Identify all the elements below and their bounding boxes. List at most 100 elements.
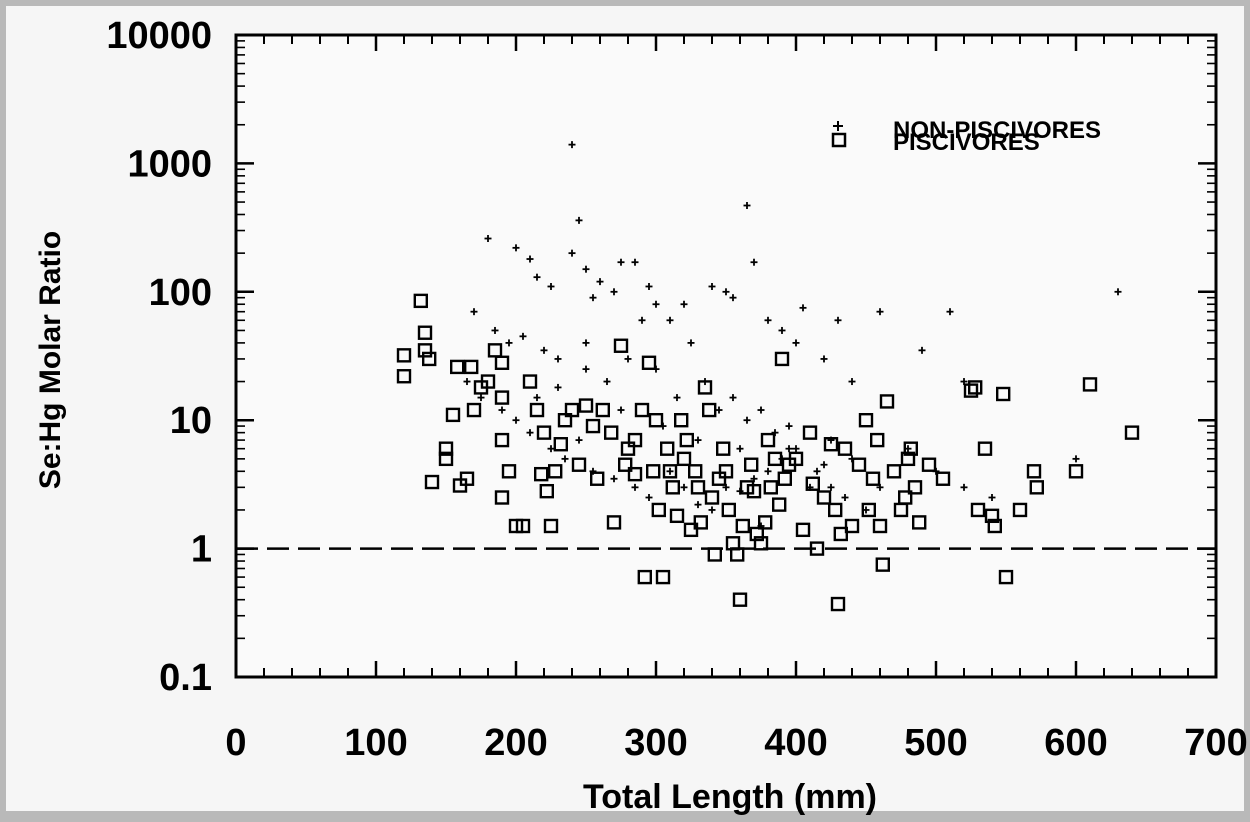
point-non-piscivore [680, 300, 688, 308]
y-axis-label: Se:Hg Molar Ratio [34, 231, 67, 489]
point-piscivore [595, 402, 610, 418]
x-tick-label: 100 [344, 722, 407, 764]
point-piscivore [585, 418, 601, 434]
point-piscivore [830, 596, 846, 612]
point-piscivore [809, 541, 825, 556]
point-piscivore [679, 432, 694, 448]
point-non-piscivore [764, 316, 772, 324]
point-non-piscivore [729, 394, 737, 402]
point-non-piscivore [960, 483, 968, 491]
point-piscivore [627, 432, 643, 448]
point-piscivore [987, 518, 1002, 534]
point-piscivore [494, 390, 510, 405]
point-non-piscivore [841, 494, 849, 502]
point-piscivore [837, 441, 853, 456]
point-piscivore [494, 490, 510, 505]
point-non-piscivore [792, 339, 800, 347]
point-non-piscivore [988, 494, 996, 502]
point-piscivore [536, 425, 552, 440]
point-piscivore [480, 374, 496, 389]
point-piscivore [970, 502, 986, 518]
point-piscivore [998, 569, 1014, 585]
point-piscivore [494, 355, 510, 370]
point-non-piscivore [708, 506, 716, 514]
point-non-piscivore [512, 244, 520, 252]
point-piscivore [772, 497, 787, 512]
point-piscivore [872, 518, 888, 534]
point-piscivore [851, 457, 867, 472]
point-non-piscivore [946, 308, 954, 316]
point-piscivore [805, 476, 820, 491]
point-non-piscivore [561, 455, 569, 463]
x-tick-label: 700 [1184, 722, 1247, 764]
point-piscivore [730, 547, 745, 562]
point-piscivore [912, 515, 927, 530]
point-piscivore [744, 457, 759, 472]
point-piscivore [548, 464, 563, 479]
point-piscivore [534, 466, 549, 482]
point-non-piscivore [533, 394, 541, 402]
point-piscivore [655, 569, 671, 585]
point-piscivore [669, 508, 685, 524]
series-non-piscivores [463, 141, 1122, 530]
point-piscivore [438, 451, 454, 467]
point-piscivore [704, 490, 720, 505]
point-piscivore [641, 355, 657, 370]
point-piscivore [802, 425, 818, 440]
point-piscivore [1029, 480, 1045, 495]
point-piscivore [1012, 502, 1028, 518]
point-piscivore [466, 402, 482, 418]
point-non-piscivore [876, 308, 884, 316]
point-piscivore [648, 413, 664, 428]
point-piscivore [1026, 464, 1042, 479]
point-non-piscivore [778, 326, 786, 334]
point-non-piscivore [610, 288, 618, 296]
point-non-piscivore [631, 483, 639, 491]
point-piscivore [735, 518, 750, 534]
point-non-piscivore [617, 258, 625, 266]
y-tick-labels: 0.1 1 10 100 1000 10000 [106, 15, 212, 699]
point-piscivore [935, 471, 951, 486]
point-piscivore [921, 457, 937, 472]
point-non-piscivore [512, 416, 520, 424]
point-non-piscivore [582, 265, 590, 273]
point-piscivore [571, 457, 587, 472]
point-non-piscivore [666, 316, 674, 324]
point-piscivore [662, 464, 678, 479]
point-piscivore [450, 359, 465, 375]
point-non-piscivore [792, 445, 800, 453]
point-piscivore [529, 402, 545, 418]
point-piscivore [753, 536, 769, 551]
point-piscivore [870, 432, 885, 448]
point-non-piscivore [694, 436, 702, 444]
x-tick-labels: 0 100 200 300 400 500 600 700 [225, 722, 1247, 764]
point-piscivore [721, 502, 736, 518]
point-piscivore [746, 483, 762, 499]
point-non-piscivore [694, 501, 702, 509]
point-non-piscivore [540, 346, 548, 354]
minor-ticks [236, 35, 1216, 677]
point-non-piscivore [785, 422, 793, 430]
point-piscivore [788, 451, 804, 467]
point-piscivore [697, 380, 713, 395]
point-piscivore [459, 471, 475, 486]
point-piscivore [760, 432, 776, 448]
point-piscivore [718, 464, 734, 479]
point-piscivore [767, 451, 783, 467]
point-piscivore [515, 518, 531, 534]
point-non-piscivore [582, 365, 590, 373]
point-non-piscivore [652, 300, 660, 308]
point-piscivore [763, 480, 778, 495]
point-piscivore [604, 425, 619, 440]
point-piscivore [858, 413, 874, 428]
point-piscivore [396, 348, 412, 363]
point-piscivore [707, 547, 722, 562]
point-piscivore [716, 441, 731, 456]
legend-marker-piscivores [831, 132, 847, 148]
point-piscivore [422, 351, 437, 367]
point-piscivore [683, 522, 699, 538]
point-piscivore [996, 386, 1011, 402]
point-non-piscivore [1072, 455, 1080, 463]
